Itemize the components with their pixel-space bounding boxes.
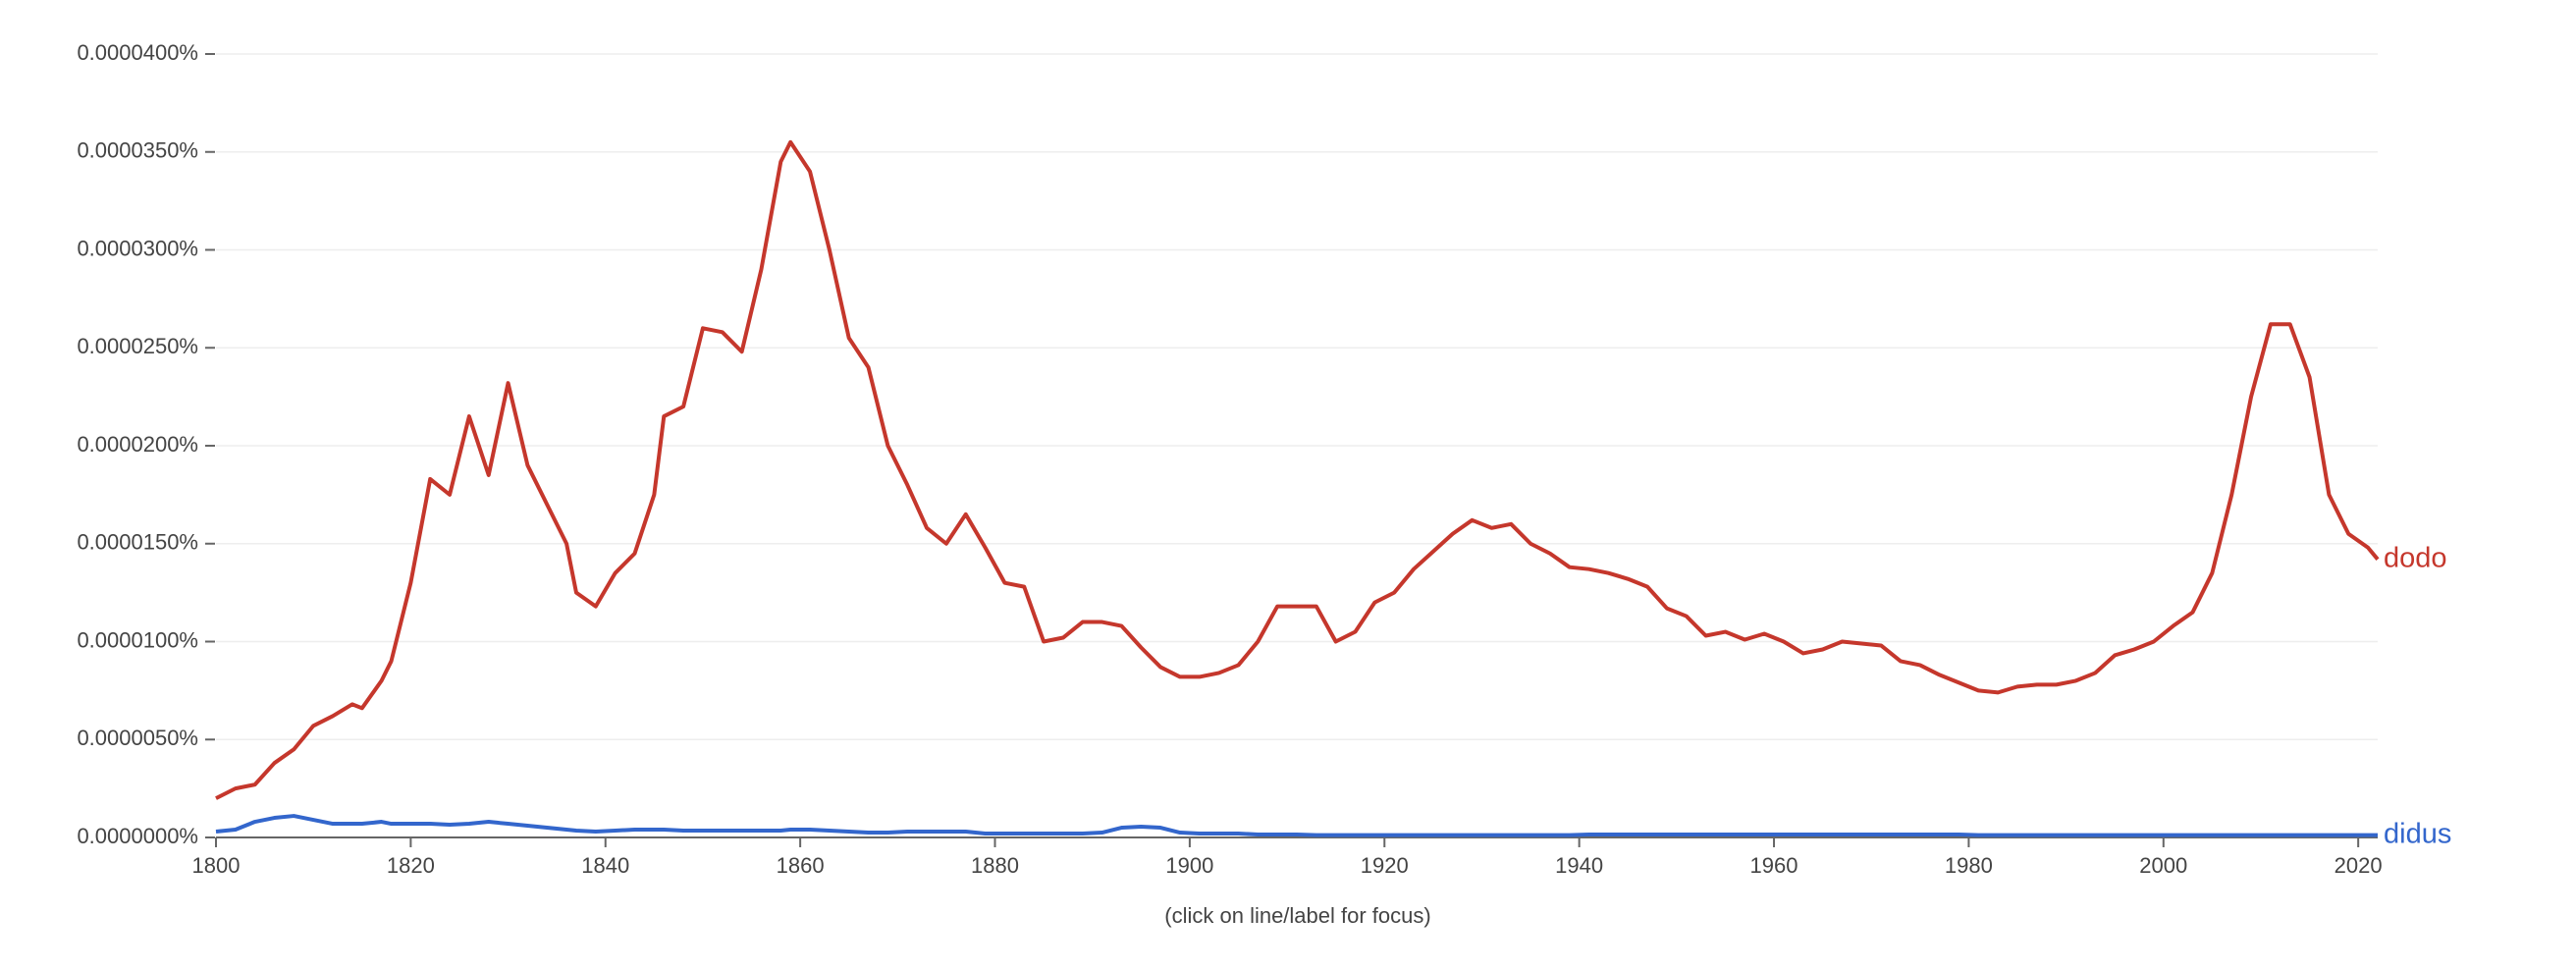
x-tick-label: 1820 <box>387 853 435 878</box>
x-tick-label: 1840 <box>581 853 629 878</box>
series-label[interactable]: didus <box>2384 818 2451 849</box>
y-tick-label: 0.0000300% <box>77 236 198 260</box>
y-tick-label: 0.0000000% <box>77 824 198 848</box>
y-tick-label: 0.0000150% <box>77 530 198 555</box>
y-tick-label: 0.0000400% <box>77 40 198 65</box>
x-tick-label: 2020 <box>2334 853 2383 878</box>
series-label[interactable]: dodo <box>2384 542 2447 573</box>
series-line[interactable] <box>215 139 2380 800</box>
y-tick-label: 0.0000050% <box>77 726 198 750</box>
x-tick-label: 1880 <box>971 853 1019 878</box>
x-tick-label: 1940 <box>1555 853 1603 878</box>
y-tick-label: 0.0000200% <box>77 432 198 457</box>
annotation: (click on line/label for focus) <box>1164 903 1430 928</box>
x-tick-label: 2000 <box>2139 853 2187 878</box>
x-tick-label: 1800 <box>192 853 241 878</box>
y-tick-label: 0.0000100% <box>77 627 198 652</box>
y-tick-label: 0.0000350% <box>77 138 198 163</box>
series-line[interactable] <box>215 814 2378 837</box>
y-tick-label: 0.0000250% <box>77 334 198 358</box>
x-tick-label: 1980 <box>1945 853 1993 878</box>
x-tick-label: 1900 <box>1165 853 1213 878</box>
x-tick-label: 1860 <box>777 853 825 878</box>
x-tick-label: 1960 <box>1750 853 1798 878</box>
x-tick-label: 1920 <box>1361 853 1409 878</box>
